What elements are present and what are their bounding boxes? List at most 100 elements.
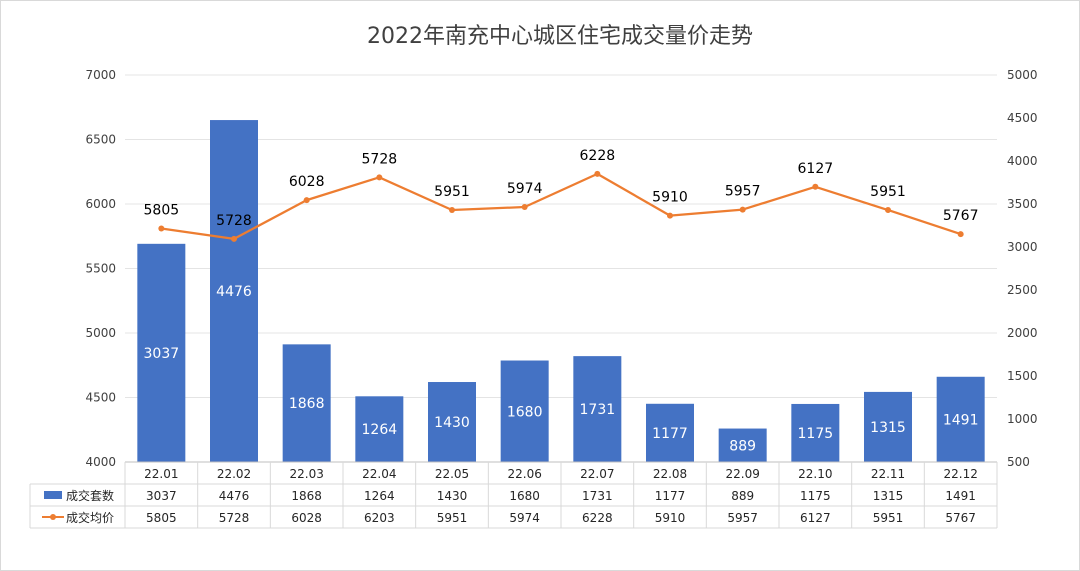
bar [791,403,840,462]
y-right-tick-label: 4500 [1007,111,1038,125]
table-cell: 6127 [800,511,831,525]
legend-swatch-bar [44,491,62,499]
bar-data-label: 1430 [434,415,470,431]
y-left-tick-label: 4000 [85,455,116,469]
table-cell: 1264 [364,489,395,503]
x-category-label: 22.11 [871,467,905,481]
line-point [885,207,891,214]
y-right-tick-label: 500 [1007,455,1030,469]
line-path [161,172,962,240]
bar-series: 3037 4476 1868 1264 1430 1680 1731 1177 889 1175 1… [137,120,985,463]
chart-title: 2022年南充中心城区住宅成交量价走势 [367,24,753,49]
bar-data-label: 889 [729,438,756,454]
bar-data-label: 3037 [144,346,180,362]
y-right-tick-label: 3500 [1007,197,1038,211]
table-cell: 1315 [873,489,904,503]
x-category-label: 22.06 [507,467,541,481]
line-series: 5805 5728 6028 5728 5951 5974 6228 5910 5957 6127… [144,148,979,242]
line-data-label: 5974 [507,181,543,197]
line-data-label: 5767 [943,208,979,224]
line-data-label: 5805 [144,203,180,219]
x-category-label: 22.08 [653,467,687,481]
y-left-tick-label: 6500 [85,133,116,147]
gridlines [125,74,997,398]
line-data-label: 6028 [289,174,325,190]
line-data-label: 5728 [216,213,252,229]
bar [282,344,331,462]
bar [355,396,404,462]
bar-data-label: 4476 [216,284,252,300]
y-right-tick-label: 1500 [1007,369,1038,383]
table-cell: 5974 [509,511,540,525]
table-cell: 1175 [800,489,831,503]
table-cell: 1731 [582,489,613,503]
table-cell: 1430 [437,489,468,503]
bar-data-label: 1175 [798,426,834,442]
table-cell: 5767 [945,511,976,525]
table-cell: 1177 [655,489,686,503]
x-category-label: 22.09 [725,467,759,481]
x-category-label: 22.05 [435,467,469,481]
legend-label: 成交均价 [66,510,114,525]
line-data-label: 6228 [580,148,616,164]
bar-data-label: 1315 [870,420,906,436]
bar [718,428,767,462]
x-category-label: 22.04 [362,467,396,481]
bar-data-label: 1177 [652,426,688,442]
y-left-tick-label: 6000 [85,197,116,211]
table-cell: 5805 [146,511,177,525]
y-right-tick-label: 2000 [1007,326,1038,340]
line-data-label: 6127 [798,161,834,177]
bar [646,403,694,462]
line-point [158,225,165,232]
line-point [376,174,383,181]
y-right-tick-label: 2500 [1007,283,1038,297]
line-data-label: 5910 [652,190,688,206]
table-cell: 5910 [655,511,686,525]
bar-data-label: 1680 [507,404,543,420]
y-left-tick-label: 4500 [85,391,116,405]
bar [864,391,912,462]
y-left-tick-label: 7000 [85,68,116,82]
table-cell: 3037 [146,489,177,503]
table-cell: 4476 [219,489,250,503]
x-category-label: 22.07 [580,467,614,481]
right-axis: 500 1000 1500 2000 2500 3000 3500 4000 4500 5000 [1007,68,1038,469]
legend-swatch-marker [50,514,56,520]
bar [428,382,476,462]
bar [500,360,549,462]
table-cell: 6028 [291,511,322,525]
line-point [449,207,455,214]
line-point [667,212,673,219]
y-left-tick-label: 5000 [85,326,116,340]
line-point [957,231,964,238]
bar-data-label: 1731 [580,402,616,418]
table-cell: 5957 [727,511,758,525]
line-data-label: 5957 [725,184,761,200]
table-cell: 5728 [219,511,250,525]
table-cell: 1680 [509,489,540,503]
left-axis: 4000 4500 5000 5500 6000 6500 7000 [85,68,116,469]
table-cell: 6203 [364,511,395,525]
y-right-tick-label: 1000 [1007,412,1038,426]
table-cell: 6228 [582,511,613,525]
table-cell: 1491 [945,489,976,503]
line-point [521,204,528,211]
bar-data-label: 1264 [362,422,398,438]
x-category-label: 22.03 [289,467,323,481]
bar [936,376,985,462]
bar [210,120,258,463]
x-category-label: 22.12 [943,467,977,481]
table-cell: 1868 [291,489,322,503]
line-data-label: 5951 [870,184,906,200]
line-point [303,197,310,204]
x-category-label: 22.01 [144,467,178,481]
bar-data-label: 1491 [943,412,979,428]
table-cell: 5951 [873,511,904,525]
line-data-label: 5951 [434,184,470,200]
y-right-tick-label: 5000 [1007,68,1038,82]
legend-label: 成交套数 [66,488,114,503]
y-left-tick-label: 5500 [85,262,116,276]
bar [573,356,622,462]
